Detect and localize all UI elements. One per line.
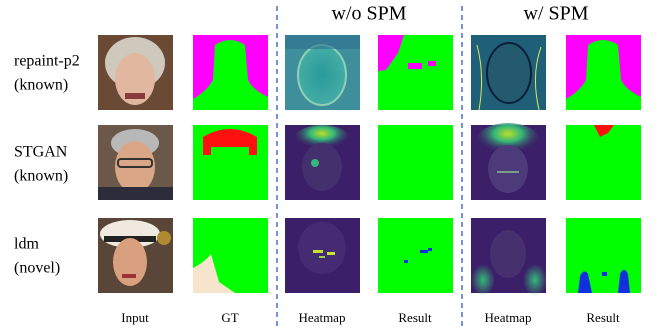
column-label: Heatmap	[299, 310, 346, 325]
column-label: Input	[121, 310, 149, 325]
header: w/o SPM	[331, 3, 406, 25]
row-label: (known)	[14, 77, 68, 94]
column-label: Result	[398, 310, 432, 325]
row-label: STGAN	[14, 144, 68, 161]
image-row	[98, 35, 641, 110]
column-label: Heatmap	[485, 310, 532, 325]
image-row	[98, 123, 641, 200]
row-label: ldm	[14, 236, 39, 253]
column-label: Result	[586, 310, 620, 325]
row-label: repaint-p2	[14, 53, 80, 70]
column-label: GT	[221, 310, 238, 325]
figure: w/o SPM w/ SPM repaint-p2 (known) STGAN …	[0, 0, 662, 333]
image-row	[98, 218, 641, 296]
row-label: (novel)	[14, 260, 60, 277]
row-label: (known)	[14, 168, 68, 185]
header: w/ SPM	[523, 3, 588, 25]
